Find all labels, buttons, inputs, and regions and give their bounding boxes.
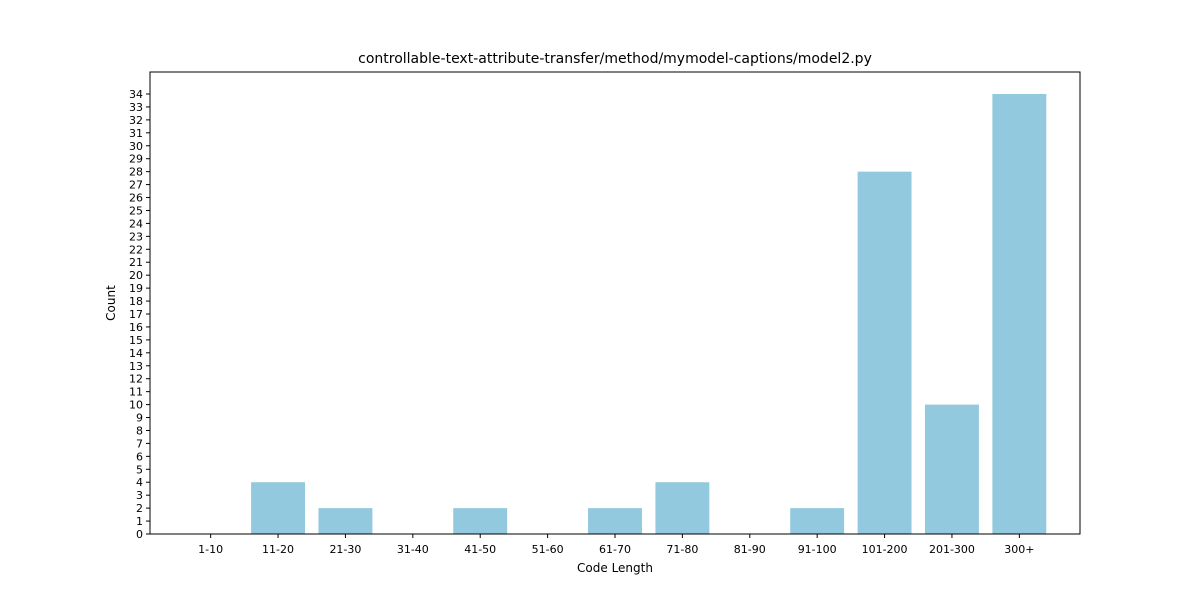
y-tick-label: 28: [129, 166, 143, 179]
y-tick-label: 19: [129, 282, 143, 295]
x-tick-label: 1-10: [198, 543, 223, 556]
bar-11-20: [251, 482, 305, 534]
y-tick-label: 33: [129, 101, 143, 114]
bar-61-70: [588, 508, 642, 534]
bars-group: [251, 94, 1047, 534]
y-tick-label: 5: [136, 463, 143, 476]
y-tick-label: 21: [129, 256, 143, 269]
y-tick-label: 4: [136, 476, 143, 489]
y-tick-label: 6: [136, 450, 143, 463]
y-tick-label: 20: [129, 269, 143, 282]
x-tick-label: 21-30: [329, 543, 361, 556]
bar-71-80: [655, 482, 710, 534]
y-tick-label: 9: [136, 412, 143, 425]
bar-41-50: [453, 508, 508, 534]
y-tick-label: 2: [136, 502, 143, 515]
y-tick-label: 27: [129, 179, 143, 192]
y-tick-label: 29: [129, 153, 143, 166]
x-axis: 1-10 11-20 21-30 31-40 41-50 51-60 61-70 71-80 8…: [198, 534, 1034, 556]
y-tick-label: 12: [129, 373, 143, 386]
y-tick-label: 30: [129, 140, 143, 153]
bar-300+: [992, 94, 1047, 534]
x-tick-label: 51-60: [532, 543, 564, 556]
x-axis-label: Code Length: [577, 561, 653, 575]
x-tick-label: 11-20: [262, 543, 294, 556]
chart-title: controllable-text-attribute-transfer/met…: [358, 51, 872, 67]
y-tick-label: 34: [129, 88, 143, 101]
x-tick-label: 81-90: [734, 543, 766, 556]
x-tick-label: 101-200: [862, 543, 908, 556]
y-tick-label: 32: [129, 114, 143, 127]
y-tick-label: 24: [129, 217, 143, 230]
y-tick-label: 15: [129, 334, 143, 347]
y-tick-label: 22: [129, 243, 143, 256]
y-tick-label: 16: [129, 321, 143, 334]
y-tick-label: 23: [129, 230, 143, 243]
y-tick-label: 3: [136, 489, 143, 502]
x-tick-label: 61-70: [599, 543, 631, 556]
y-axis-label: Count: [104, 285, 118, 321]
y-tick-label: 8: [136, 424, 143, 437]
y-tick-label: 0: [136, 528, 143, 541]
x-tick-label: 71-80: [666, 543, 698, 556]
y-tick-label: 26: [129, 192, 143, 205]
x-tick-label: 201-300: [929, 543, 975, 556]
bar-201-300: [925, 404, 979, 534]
bar-101-200: [857, 171, 912, 534]
y-tick-label: 1: [136, 515, 143, 528]
y-tick-label: 17: [129, 308, 143, 321]
x-tick-label: 300+: [1004, 543, 1034, 556]
y-tick-label: 10: [129, 399, 143, 412]
y-axis: 0123456789101112131415161718192021222324…: [129, 88, 150, 541]
y-tick-label: 7: [136, 437, 143, 450]
x-tick-label: 91-100: [798, 543, 837, 556]
y-tick-label: 14: [129, 347, 143, 360]
bar-91-100: [790, 508, 845, 534]
y-tick-label: 11: [129, 386, 143, 399]
y-tick-label: 31: [129, 127, 143, 140]
y-tick-label: 18: [129, 295, 143, 308]
bar-21-30: [318, 508, 373, 534]
y-tick-label: 25: [129, 204, 143, 217]
y-tick-label: 13: [129, 360, 143, 373]
x-tick-label: 31-40: [397, 543, 429, 556]
x-tick-label: 41-50: [464, 543, 496, 556]
